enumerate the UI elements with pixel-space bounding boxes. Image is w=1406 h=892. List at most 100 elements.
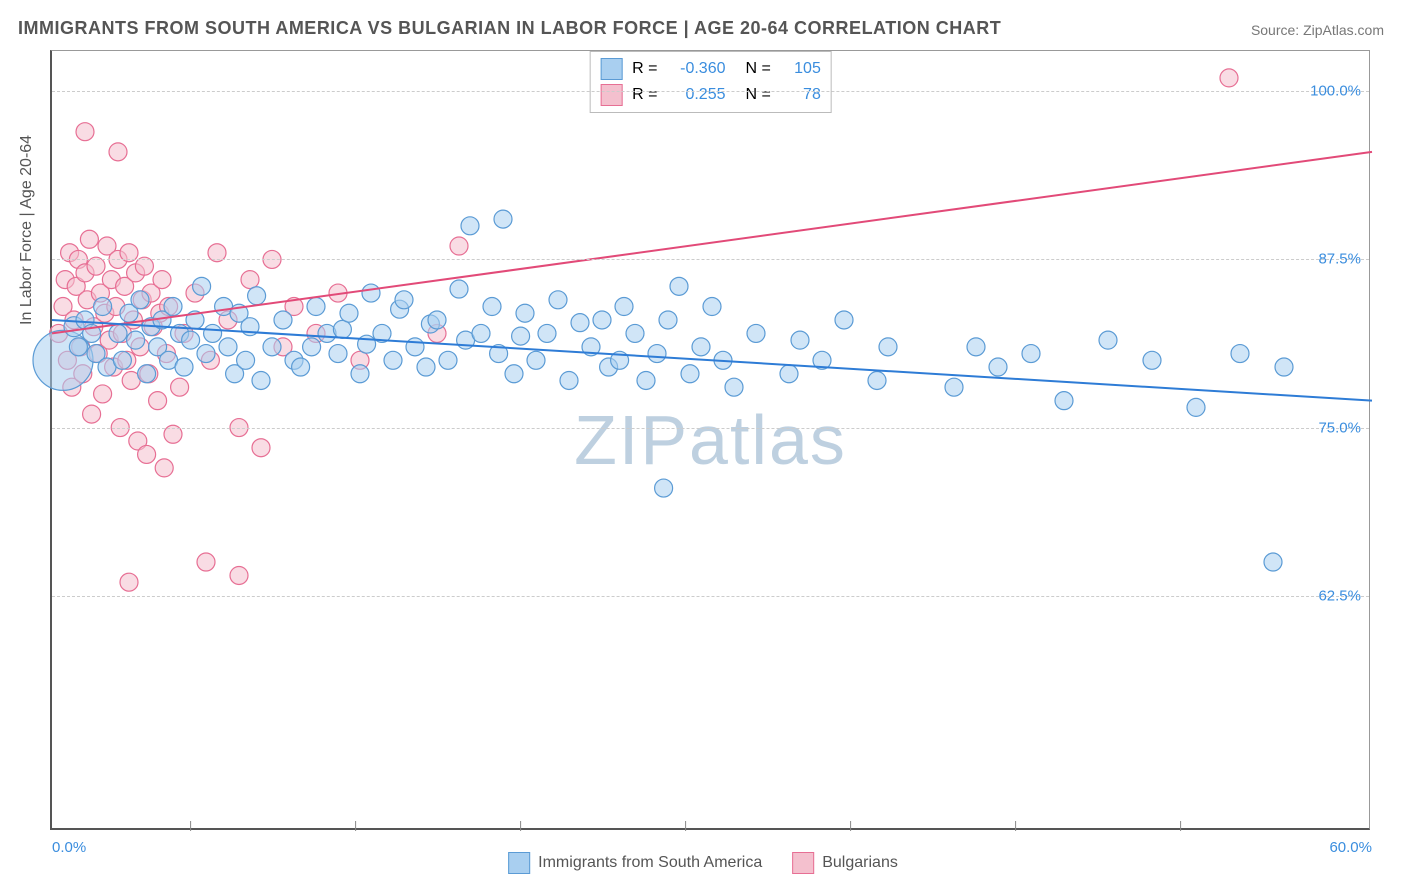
scatter-point [113,351,131,369]
scatter-point [527,351,545,369]
scatter-point [725,378,743,396]
scatter-point [155,459,173,477]
scatter-point [703,298,721,316]
legend-swatch [792,852,814,874]
gridline-h [52,91,1369,92]
scatter-point [109,143,127,161]
scatter-point [384,351,402,369]
scatter-point [292,358,310,376]
y-axis-title: In Labor Force | Age 20-64 [18,135,36,325]
r-label: R = [632,60,657,78]
scatter-point [237,351,255,369]
scatter-point [450,237,468,255]
scatter-point [428,311,446,329]
scatter-point [439,351,457,369]
scatter-point [637,371,655,389]
gridline-h [52,259,1369,260]
y-tick-label: 75.0% [1318,419,1361,436]
legend-label: Immigrants from South America [538,854,762,871]
scatter-point [1275,358,1293,376]
scatter-point [182,331,200,349]
scatter-point [406,338,424,356]
scatter-point [252,371,270,389]
scatter-point [505,365,523,383]
scatter-point [593,311,611,329]
scatter-point [835,311,853,329]
scatter-point [868,371,886,389]
gridline-h [52,428,1369,429]
n-label: N = [746,60,771,78]
x-tick-label: 0.0% [52,839,86,856]
scatter-point [879,338,897,356]
legend-item: Immigrants from South America [508,852,762,874]
scatter-point [241,271,259,289]
scatter-point [230,566,248,584]
scatter-point [329,345,347,363]
scatter-point [516,304,534,322]
scatter-point [94,385,112,403]
scatter-point [483,298,501,316]
scatter-point [780,365,798,383]
legend-item: Bulgarians [792,852,898,874]
scatter-point [626,324,644,342]
scatter-point [1022,345,1040,363]
scatter-point [340,304,358,322]
scatter-point [149,392,167,410]
scatter-point [615,298,633,316]
scatter-point [945,378,963,396]
scatter-point [138,445,156,463]
scatter-point [153,271,171,289]
scatter-point [967,338,985,356]
scatter-point [670,277,688,295]
plot-area: ZIPatlas R =-0.360N =105R =0.255N =78 62… [50,50,1370,830]
scatter-point [94,298,112,316]
scatter-point [571,314,589,332]
scatter-point [791,331,809,349]
correlation-legend: R =-0.360N =105R =0.255N =78 [589,51,832,113]
scatter-point [417,358,435,376]
gridline-h [52,596,1369,597]
legend-label: Bulgarians [822,854,898,871]
scatter-point [219,338,237,356]
legend-swatch [600,58,622,80]
correlation-row: R =-0.360N =105 [600,56,821,82]
scatter-point [989,358,1007,376]
y-tick-label: 62.5% [1318,587,1361,604]
scatter-point [351,365,369,383]
scatter-point [692,338,710,356]
y-tick-label: 100.0% [1310,83,1361,100]
scatter-point [197,553,215,571]
scatter-point [362,284,380,302]
scatter-point [333,320,351,338]
scatter-point [494,210,512,228]
scatter-point [747,324,765,342]
scatter-point [303,338,321,356]
n-value: 105 [781,60,821,78]
bottom-legend: Immigrants from South America Bulgarians [508,852,898,874]
scatter-point [83,405,101,423]
scatter-point [450,280,468,298]
scatter-point [109,324,127,342]
scatter-point [204,324,222,342]
chart-svg [52,51,1369,828]
scatter-point [538,324,556,342]
scatter-point [549,291,567,309]
scatter-point [655,479,673,497]
legend-swatch [600,84,622,106]
scatter-point [307,298,325,316]
scatter-point [175,358,193,376]
scatter-point [461,217,479,235]
legend-swatch [508,852,530,874]
chart-title: IMMIGRANTS FROM SOUTH AMERICA VS BULGARI… [18,18,1001,39]
scatter-point [1055,392,1073,410]
correlation-row: R =0.255N =78 [600,82,821,108]
scatter-point [248,287,266,305]
scatter-point [193,277,211,295]
scatter-point [648,345,666,363]
scatter-point [274,311,292,329]
scatter-point [1220,69,1238,87]
scatter-point [395,291,413,309]
scatter-point [120,573,138,591]
scatter-point [76,123,94,141]
x-tick-label: 60.0% [1329,839,1372,856]
